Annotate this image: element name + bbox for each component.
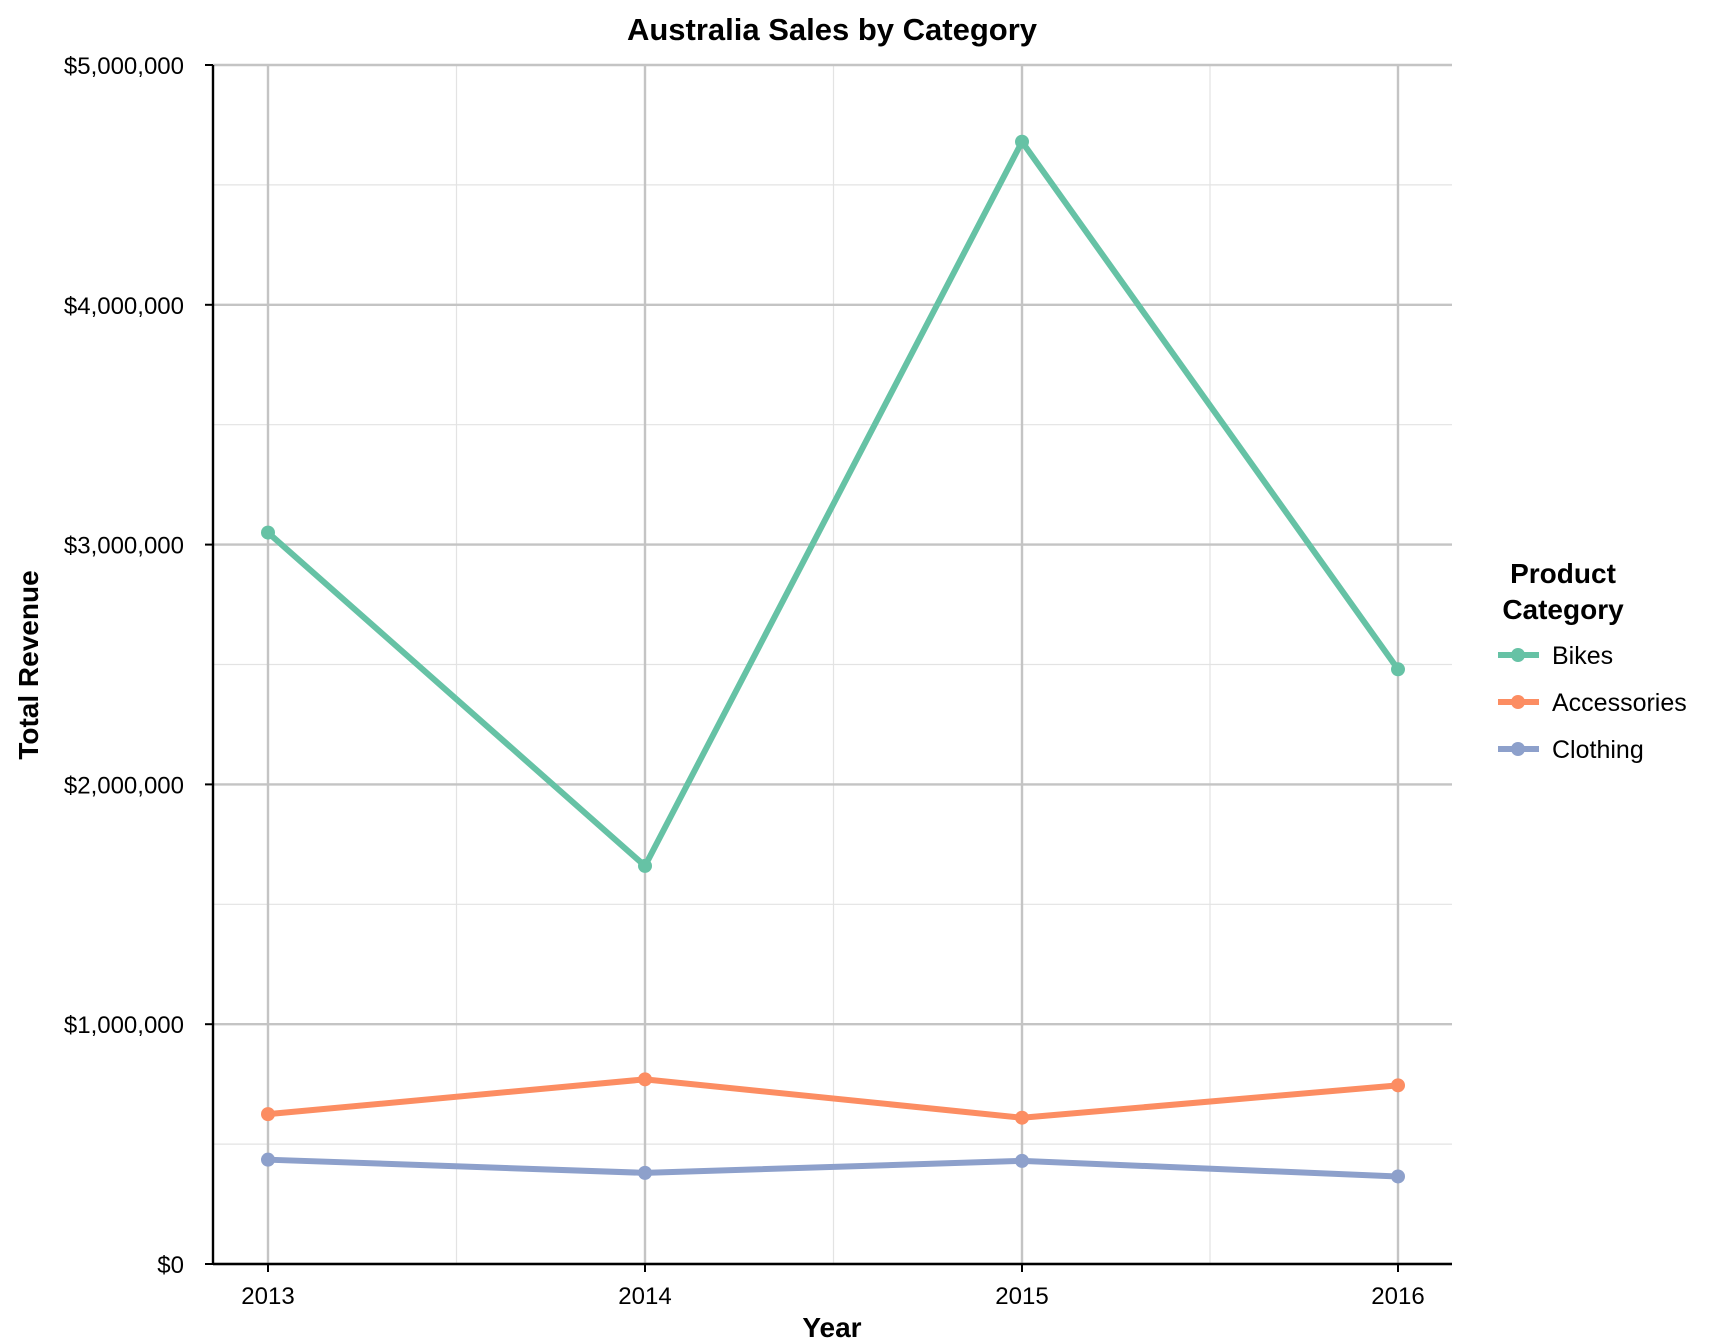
x-tick-label: 2014 — [618, 1283, 671, 1310]
series-line-clothing — [267, 1156, 1399, 1180]
data-point-bikes — [261, 525, 275, 540]
series-line-bikes — [266, 138, 1401, 869]
y-tick-label: $3,000,000 — [64, 533, 184, 560]
chart-title: Australia Sales by Category — [627, 12, 1038, 47]
y-axis-ticks: $0 $1,000,000 $2,000,000 $3,000,000 $4,000,0… — [64, 53, 213, 1279]
data-point-clothing — [261, 1152, 275, 1167]
legend-items: Bikes Accessories Clothing — [1498, 642, 1687, 764]
x-tick-label: 2016 — [1371, 1283, 1424, 1310]
data-point-clothing — [1015, 1153, 1029, 1168]
series-group — [261, 134, 1405, 1184]
y-tick-label: $4,000,000 — [64, 293, 184, 320]
legend-swatch-dot-bikes — [1511, 648, 1525, 662]
data-point-clothing — [638, 1165, 652, 1180]
data-point-accessories — [261, 1107, 275, 1122]
data-point-bikes — [638, 858, 652, 873]
legend: Product Category Bikes Accessories Clothin… — [1498, 558, 1687, 764]
legend-label-clothing: Clothing — [1552, 736, 1644, 764]
legend-label-accessories: Accessories — [1552, 689, 1687, 717]
x-axis-title: Year — [802, 1312, 861, 1343]
data-point-accessories — [1391, 1078, 1405, 1093]
y-tick-label: $5,000,000 — [64, 53, 184, 80]
grid — [213, 63, 1452, 1266]
data-point-accessories — [638, 1072, 652, 1087]
legend-swatch-dot-accessories — [1511, 695, 1525, 709]
legend-title-line2: Category — [1502, 594, 1624, 625]
y-tick-label: $1,000,000 — [64, 1012, 184, 1039]
x-axis-ticks: 2013 2014 2015 2016 — [241, 1264, 1425, 1310]
y-axis-title: Total Revenue — [13, 570, 44, 759]
data-point-bikes — [1391, 662, 1405, 677]
data-point-bikes — [1015, 134, 1029, 149]
legend-swatch-dot-clothing — [1511, 742, 1525, 756]
legend-title-line1: Product — [1510, 558, 1616, 589]
x-tick-label: 2013 — [241, 1283, 294, 1310]
series-line-accessories — [267, 1076, 1399, 1121]
y-tick-label: $0 — [157, 1252, 184, 1279]
x-tick-label: 2015 — [995, 1283, 1048, 1310]
y-tick-label: $2,000,000 — [64, 772, 184, 799]
data-point-clothing — [1391, 1169, 1405, 1184]
legend-label-bikes: Bikes — [1552, 642, 1613, 670]
data-point-accessories — [1015, 1110, 1029, 1125]
